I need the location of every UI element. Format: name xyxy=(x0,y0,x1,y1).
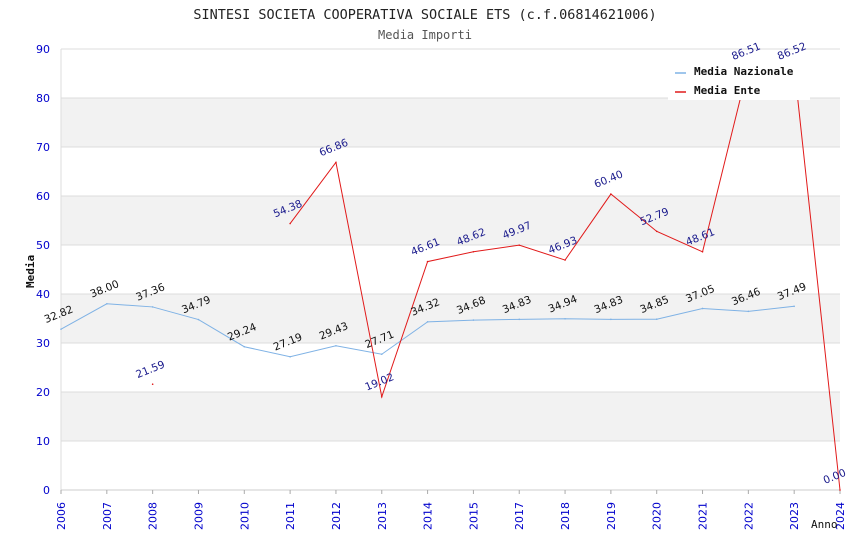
chart-title: SINTESI SOCIETA COOPERATIVA SOCIALE ETS … xyxy=(193,7,656,23)
y-tick-label: 60 xyxy=(36,190,50,203)
x-tick-label: 2007 xyxy=(101,502,114,530)
data-label-1: 0.00 xyxy=(822,467,848,487)
x-tick-label: 2011 xyxy=(284,502,297,530)
data-point-0 xyxy=(289,355,291,358)
legend: Media Nazionale Media Ente xyxy=(668,60,810,100)
grid-band xyxy=(61,98,840,147)
y-tick-labels: 0 10 20 30 40 50 60 70 80 90 xyxy=(36,43,50,497)
x-tick-label: 2015 xyxy=(467,502,480,530)
data-label-1: 19.02 xyxy=(363,371,395,393)
data-point-0 xyxy=(472,319,475,321)
data-point-0 xyxy=(197,318,200,321)
y-tick-label: 20 xyxy=(36,386,50,399)
x-tick-label: 2017 xyxy=(513,502,526,530)
data-point-1 xyxy=(289,222,291,225)
y-axis-label: Media xyxy=(24,255,37,288)
legend-label-ente: Media Ente xyxy=(694,84,761,97)
data-label-1: 21.59 xyxy=(134,359,166,381)
data-point-1 xyxy=(380,396,383,398)
y-tick-label: 90 xyxy=(36,43,50,56)
data-point-1 xyxy=(610,193,612,195)
data-point-1 xyxy=(335,161,337,164)
x-tick-label: 2008 xyxy=(147,502,160,530)
y-tick-label: 30 xyxy=(36,337,50,350)
y-tick-label: 10 xyxy=(36,435,50,448)
data-point-0 xyxy=(426,321,429,323)
x-tick-label: 2021 xyxy=(697,502,710,530)
y-tick-label: 40 xyxy=(36,288,50,301)
x-tick-label: 2014 xyxy=(422,502,435,530)
data-label-1: 86.51 xyxy=(730,40,762,62)
x-tick-label: 2009 xyxy=(192,502,205,530)
legend-label-nazionale: Media Nazionale xyxy=(694,65,794,78)
x-tick-labels: 2006 2007 2008 2009 2010 2011 2012 2013 2014 2015… xyxy=(55,490,847,530)
x-tick-label: 2006 xyxy=(55,502,68,530)
data-point-0 xyxy=(793,305,795,308)
data-point-0 xyxy=(610,318,612,321)
y-tick-label: 80 xyxy=(36,92,50,105)
data-point-1 xyxy=(518,244,521,246)
y-tick-label: 70 xyxy=(36,141,50,154)
data-point-0 xyxy=(151,306,154,308)
x-tick-label: 2023 xyxy=(788,502,801,530)
grid-bands xyxy=(61,98,840,441)
gridlines xyxy=(61,48,840,491)
data-point-1 xyxy=(839,489,841,491)
data-point-0 xyxy=(701,307,704,310)
x-tick-label: 2013 xyxy=(376,502,389,530)
x-tick-label: 2012 xyxy=(330,502,343,530)
data-point-1 xyxy=(655,230,658,233)
x-tick-label: 2010 xyxy=(238,502,251,530)
data-point-1 xyxy=(426,260,429,263)
data-label-1: 60.40 xyxy=(593,168,625,190)
data-point-0 xyxy=(243,345,246,348)
chart-subtitle: Media Importi xyxy=(378,28,472,42)
data-point-0 xyxy=(335,344,337,347)
data-point-1 xyxy=(151,383,154,386)
data-point-0 xyxy=(60,328,62,330)
x-tick-label: 2024 xyxy=(834,502,847,530)
data-point-0 xyxy=(747,310,750,313)
data-point-0 xyxy=(380,353,383,356)
grid-band xyxy=(61,294,840,343)
data-point-0 xyxy=(518,318,521,321)
grid-band xyxy=(61,392,840,441)
data-label-1: 86.52 xyxy=(776,40,808,62)
x-axis-label: Anno xyxy=(811,518,838,531)
y-tick-label: 0 xyxy=(43,484,50,497)
data-point-0 xyxy=(655,318,658,321)
x-tick-label: 2019 xyxy=(605,502,618,530)
data-point-1 xyxy=(564,259,566,261)
x-tick-label: 2022 xyxy=(742,502,755,530)
data-point-1 xyxy=(701,251,704,253)
data-point-1 xyxy=(472,250,475,253)
x-tick-label: 2018 xyxy=(559,502,572,530)
legend-background xyxy=(668,60,810,100)
data-point-0 xyxy=(106,303,108,305)
data-point-0 xyxy=(564,317,566,320)
grid-band xyxy=(61,196,840,245)
x-tick-label: 2020 xyxy=(651,502,664,530)
y-tick-label: 50 xyxy=(36,239,50,252)
